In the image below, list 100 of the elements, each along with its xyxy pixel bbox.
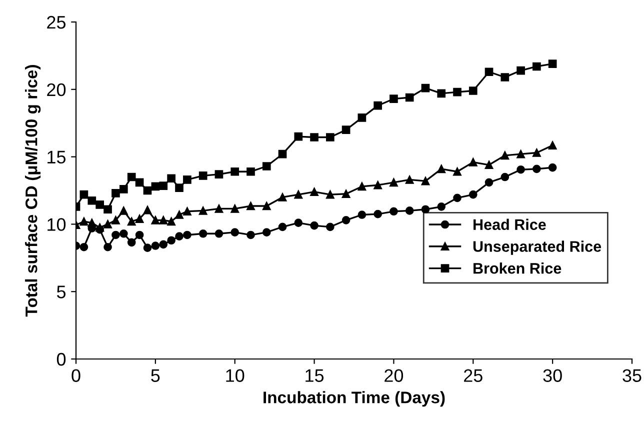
point	[135, 230, 144, 240]
y-tick-label: 20	[47, 83, 66, 96]
point	[548, 141, 557, 150]
point	[548, 163, 557, 172]
point	[198, 229, 208, 238]
point	[214, 229, 224, 238]
x-tick-label: 20	[384, 369, 404, 382]
legend-label: Head Rice	[474, 218, 546, 230]
point	[516, 66, 525, 75]
point	[374, 101, 382, 110]
point	[159, 240, 168, 249]
point	[358, 210, 366, 219]
point	[516, 165, 525, 174]
point	[246, 230, 255, 240]
point	[532, 148, 541, 157]
point	[230, 167, 240, 176]
point	[548, 60, 557, 68]
point	[516, 150, 525, 158]
point	[151, 242, 160, 250]
point	[484, 68, 494, 76]
point	[198, 172, 208, 180]
point	[453, 194, 462, 202]
point	[374, 210, 382, 218]
point	[175, 184, 184, 192]
point	[262, 202, 271, 210]
x-tick-label: 5	[151, 369, 160, 382]
point	[405, 176, 414, 184]
point	[405, 206, 414, 215]
point	[230, 228, 240, 236]
point	[437, 89, 446, 98]
legend-label: Unseparated Rice	[473, 240, 602, 255]
point	[167, 236, 176, 245]
point	[468, 190, 478, 199]
point	[175, 232, 184, 240]
point	[500, 73, 510, 82]
x-tick-label: 30	[543, 369, 562, 382]
point	[96, 200, 104, 209]
point	[104, 242, 112, 252]
point	[198, 206, 208, 215]
point	[468, 86, 478, 95]
x-tick-label: 10	[226, 369, 244, 382]
point	[143, 186, 152, 195]
point	[112, 230, 120, 240]
x-axis-title: Incubation Time (Days)	[264, 391, 445, 407]
point	[262, 228, 271, 236]
point	[104, 220, 112, 228]
point	[437, 164, 446, 174]
point	[167, 174, 176, 183]
point	[119, 229, 128, 238]
y-tick-label: 5	[56, 286, 66, 298]
point	[484, 178, 494, 187]
point	[342, 216, 350, 224]
y-tick-label: 0	[56, 352, 66, 366]
point	[294, 218, 303, 228]
point	[310, 188, 318, 196]
y-tick-label: 25	[47, 16, 66, 29]
point	[310, 133, 318, 142]
point	[326, 190, 334, 199]
point	[175, 210, 184, 219]
point	[500, 151, 510, 160]
point	[294, 132, 303, 141]
point	[326, 222, 334, 232]
point	[119, 206, 128, 215]
point	[127, 217, 136, 226]
point	[214, 204, 224, 213]
point	[532, 164, 541, 174]
point	[390, 178, 398, 187]
point	[214, 170, 224, 178]
point	[390, 94, 398, 104]
point	[246, 167, 255, 176]
point	[342, 126, 350, 134]
point	[151, 216, 160, 224]
point	[358, 182, 366, 191]
point	[453, 167, 462, 176]
point	[88, 218, 96, 228]
point	[421, 176, 430, 186]
x-tick-label: 35	[622, 369, 642, 382]
y-tick-label: 15	[48, 150, 66, 164]
point	[342, 190, 350, 198]
point	[390, 207, 398, 216]
point	[143, 206, 152, 214]
point	[167, 217, 176, 226]
point	[374, 180, 382, 190]
point	[183, 207, 192, 216]
point	[80, 217, 88, 226]
point	[405, 93, 414, 102]
y-axis-title: Total surface CD (μM/100 g rice)	[25, 65, 41, 317]
point	[183, 176, 192, 184]
point	[135, 178, 144, 187]
point	[246, 202, 255, 210]
point	[119, 184, 128, 194]
x-tick-label: 15	[306, 369, 324, 382]
point	[453, 88, 462, 96]
point	[278, 193, 287, 202]
point	[183, 230, 192, 240]
point	[112, 216, 120, 224]
point	[484, 160, 494, 170]
point	[143, 244, 152, 252]
point	[421, 84, 430, 92]
legend-label: Broken Rice	[474, 262, 562, 274]
